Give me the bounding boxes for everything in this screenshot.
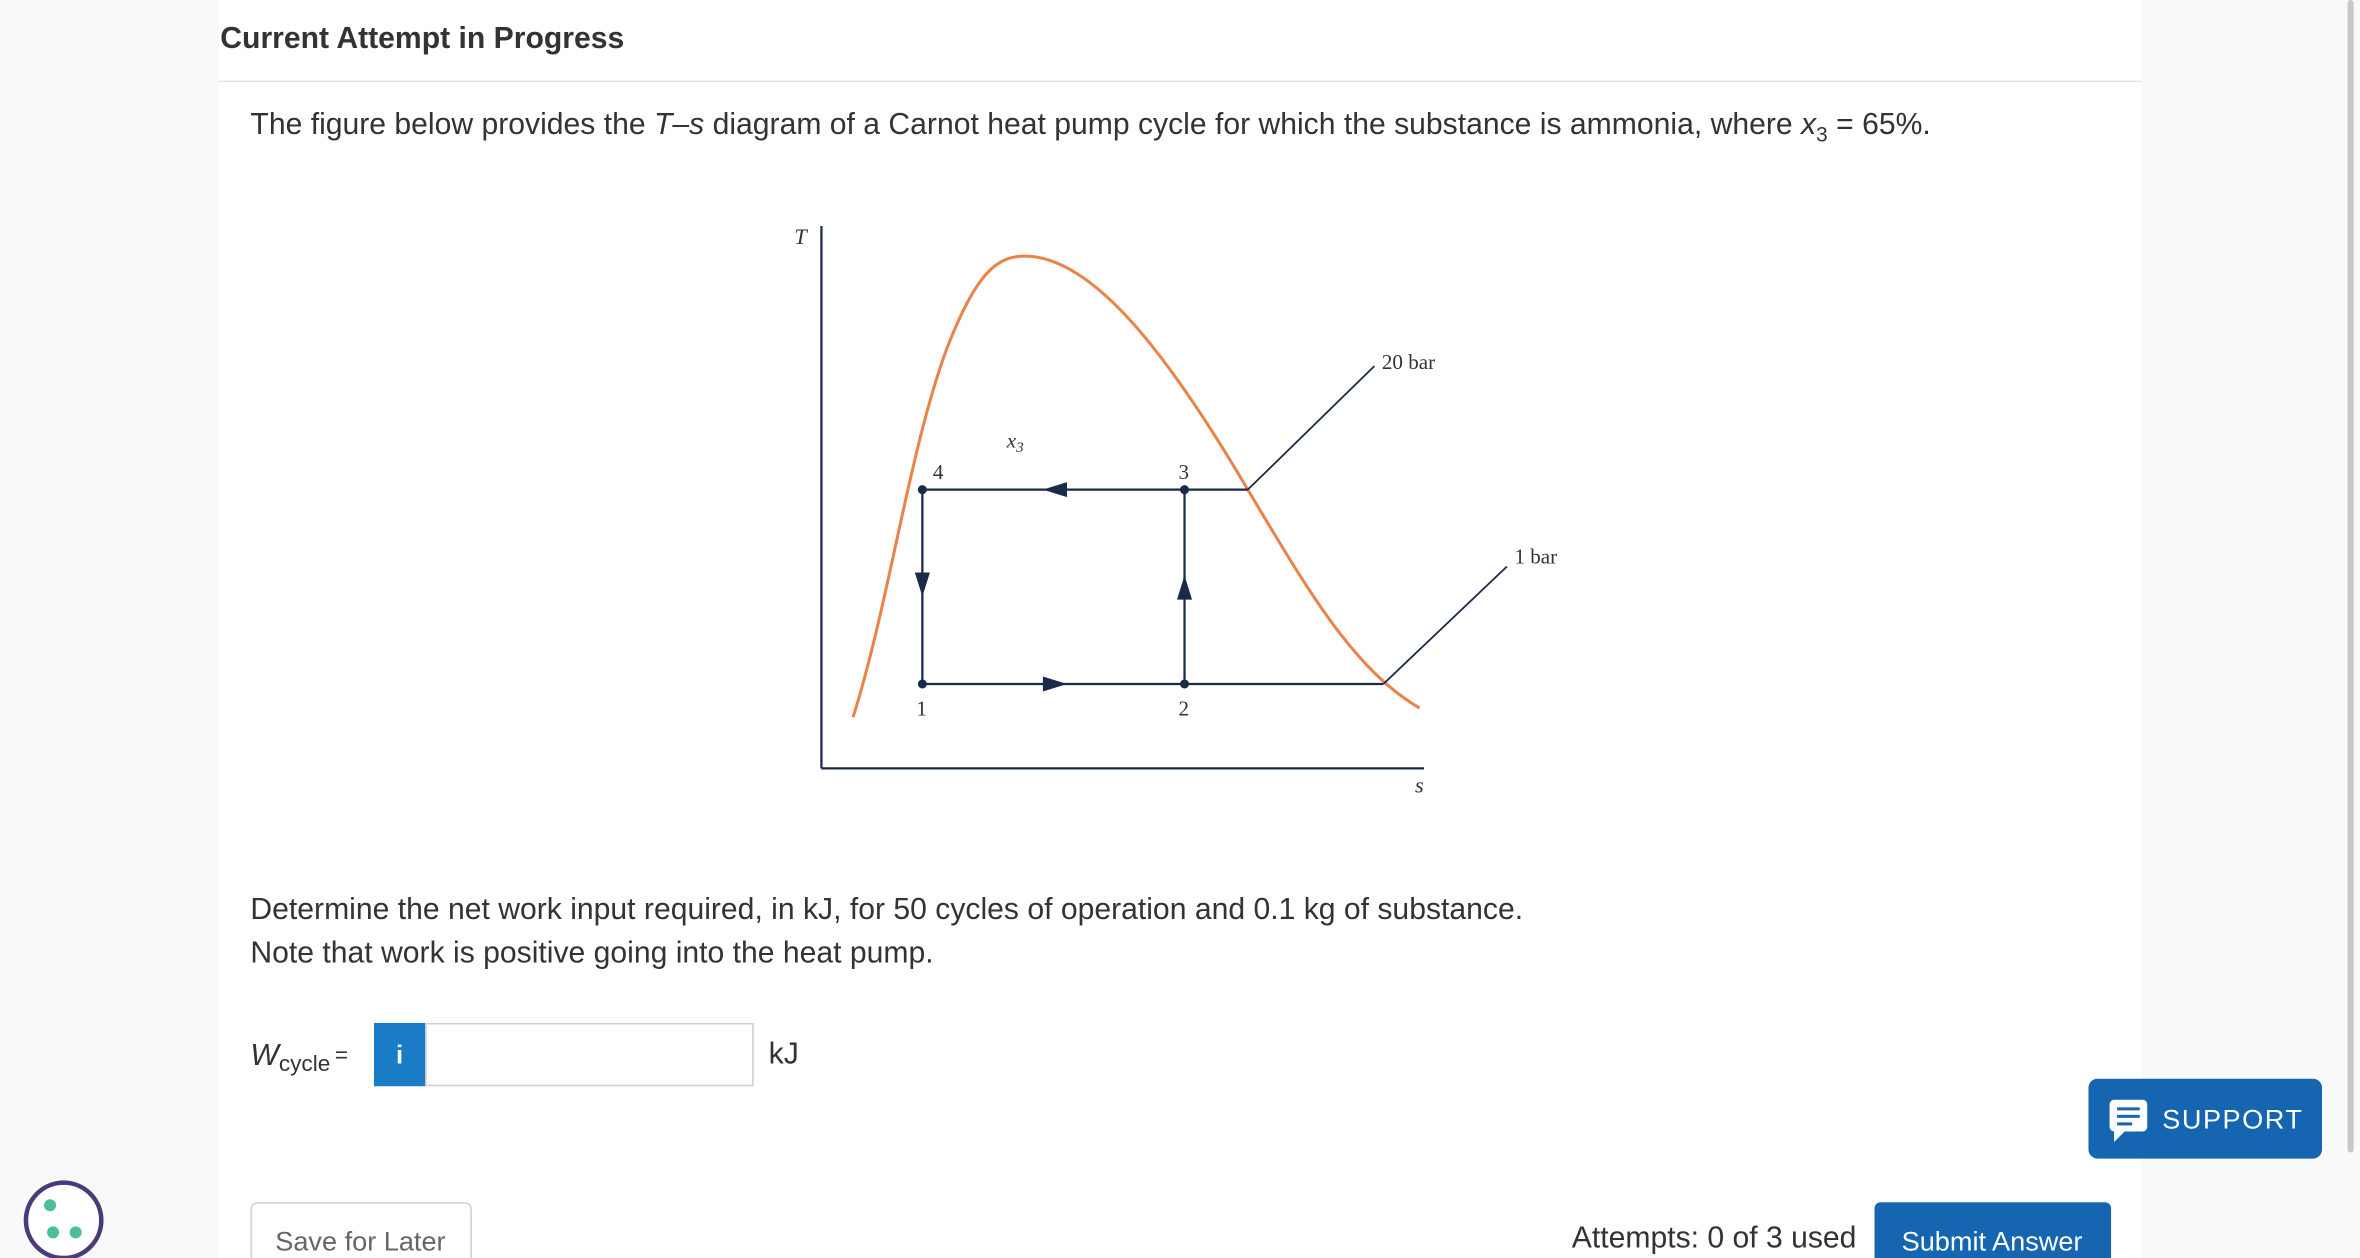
text: diagram of a Carnot heat pump cycle for … <box>704 108 1801 141</box>
subscript: cycle <box>279 1051 330 1076</box>
scrollbar <box>2347 0 2354 1153</box>
isobar-label: 1 bar <box>1514 544 1557 568</box>
leader-line <box>1382 565 1508 685</box>
arrow <box>914 572 930 597</box>
axis-label: T <box>794 224 808 249</box>
text: x <box>1799 108 1817 141</box>
support-label[interactable]: SUPPORT <box>2162 1103 2303 1134</box>
state-label: 2 <box>1178 697 1189 721</box>
text: The figure below provides the <box>250 108 654 141</box>
attempts: Attempts: 0 of 3 used <box>1572 1221 1857 1254</box>
arrow <box>1042 482 1068 498</box>
ts-diagram: T s 1 2 3 4 x3 20 bar 1 bar <box>794 224 1557 797</box>
state-point <box>917 679 927 689</box>
support-icon[interactable] <box>2114 1129 2127 1142</box>
isobar-label: 20 bar <box>1382 350 1435 374</box>
question-intro: The figure below provides the T–s diagra… <box>250 108 1930 147</box>
answer-label: Wcycle = <box>250 1039 348 1076</box>
subscript: 3 <box>1015 440 1024 456</box>
submit-button[interactable] <box>1874 1202 2112 1258</box>
unit-label: kJ <box>769 1038 799 1071</box>
state-label: 3 <box>1178 460 1189 484</box>
question-line: Note that work is positive going into th… <box>250 937 933 970</box>
text: x <box>1006 428 1017 452</box>
text: W <box>250 1039 281 1072</box>
header-title: Current Attempt in Progress <box>220 22 624 55</box>
answer-input[interactable] <box>425 1022 754 1087</box>
state-label: 1 <box>916 697 927 721</box>
subscript: 3 <box>1816 124 1828 147</box>
state-label: 4 <box>933 460 944 484</box>
state-point <box>1180 679 1190 689</box>
state-point <box>917 485 927 495</box>
text: s <box>689 108 704 141</box>
info-button[interactable] <box>373 1022 426 1087</box>
text: = 65%. <box>1828 108 1931 141</box>
support-button[interactable] <box>2088 1078 2322 1159</box>
saturation-dome <box>851 254 1421 718</box>
quality-label: x3 <box>1006 428 1024 456</box>
text: = <box>335 1042 348 1067</box>
question-line: Determine the net work input required, i… <box>250 893 1523 926</box>
save-label[interactable]: Save for Later <box>275 1225 445 1256</box>
info-icon[interactable]: i <box>396 1042 403 1070</box>
submit-label[interactable]: Submit Answer <box>1902 1225 2083 1256</box>
cookie-icon[interactable] <box>23 1180 104 1258</box>
leader-line <box>1247 365 1375 491</box>
text: – <box>672 108 689 141</box>
save-button[interactable] <box>250 1202 472 1258</box>
axis-label: s <box>1415 772 1424 797</box>
arrow <box>1176 575 1193 600</box>
arrow <box>1042 676 1068 692</box>
state-point <box>1180 485 1190 495</box>
text: T <box>654 108 675 141</box>
